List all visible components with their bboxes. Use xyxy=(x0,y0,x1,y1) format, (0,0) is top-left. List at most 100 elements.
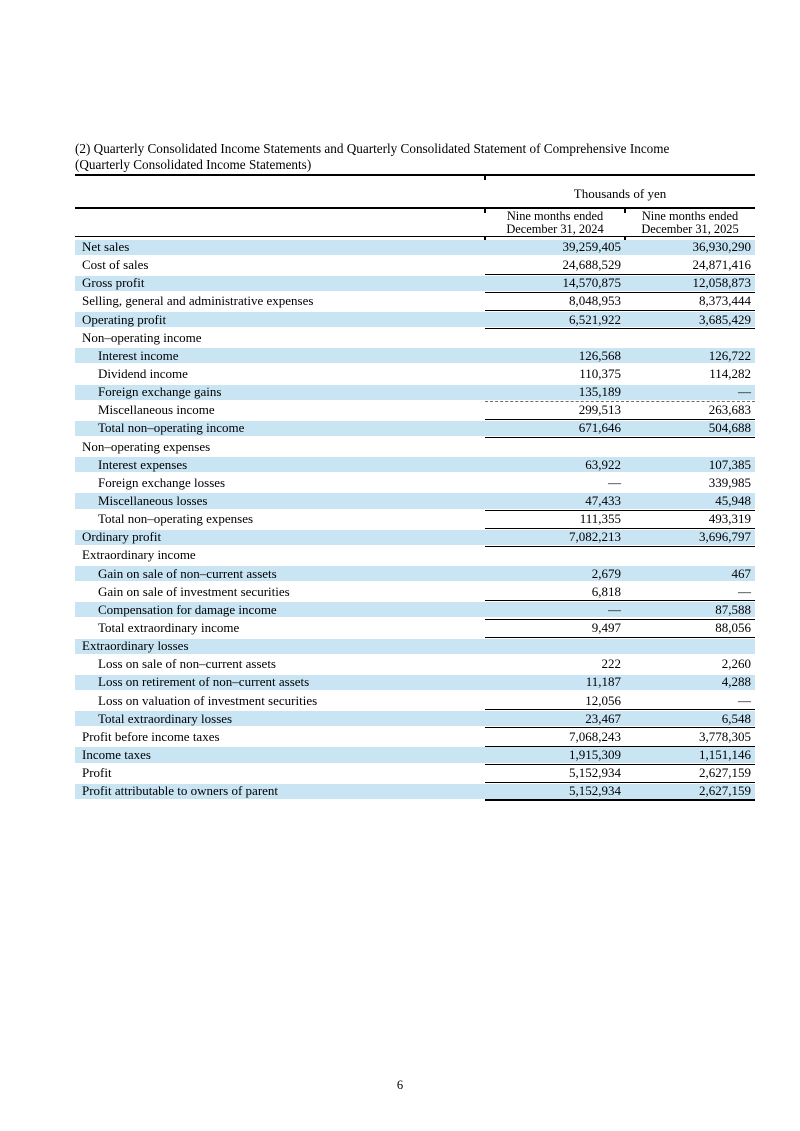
row-label: Foreign exchange gains xyxy=(98,384,222,400)
value-2025: 493,319 xyxy=(708,511,751,527)
column-divider-tick xyxy=(624,208,626,213)
value-2024: 39,259,405 xyxy=(562,239,622,255)
value-2025: 3,778,305 xyxy=(699,728,751,744)
column-header-2025-line1: Nine months ended xyxy=(641,209,739,223)
column-divider-tick xyxy=(484,208,486,213)
value-2024: 2,679 xyxy=(591,565,621,581)
row-label: Profit before income taxes xyxy=(82,728,220,744)
column-header-2024-line1: Nine months ended xyxy=(506,209,604,223)
value-2025: 2,260 xyxy=(721,656,751,672)
table-row: Foreign exchange losses — 339,985 xyxy=(75,474,755,492)
table-row: Operating profit 6,521,922 3,685,429 xyxy=(75,311,755,330)
table-row: Profit attributable to owners of parent … xyxy=(75,782,755,802)
table-row: Profit 5,152,934 2,627,159 xyxy=(75,764,755,783)
value-2025: 1,151,146 xyxy=(699,747,751,762)
value-2025: 2,627,159 xyxy=(699,765,751,781)
table-row: Cost of sales 24,688,529 24,871,416 xyxy=(75,256,755,276)
row-label: Gross profit xyxy=(82,275,145,291)
value-2024: 8,048,953 xyxy=(569,293,621,309)
row-label: Compensation for damage income xyxy=(98,601,277,617)
row-label: Gain on sale of investment securities xyxy=(98,583,290,599)
table-row: Gross profit 14,570,875 12,058,873 xyxy=(75,274,755,294)
row-label: Operating profit xyxy=(82,311,167,327)
table-row: Total extraordinary losses 23,467 6,548 xyxy=(75,710,755,729)
row-label: Ordinary profit xyxy=(82,529,162,545)
value-2024: 110,375 xyxy=(579,366,621,382)
row-label: Income taxes xyxy=(82,747,151,762)
row-label: Total non–operating income xyxy=(98,420,245,436)
value-2025: 467 xyxy=(731,565,752,581)
column-headers: Nine months ended December 31, 2024 Nine… xyxy=(485,210,755,236)
row-label: Foreign exchange losses xyxy=(98,474,226,490)
value-2025: 504,688 xyxy=(708,420,751,436)
value-2025: — xyxy=(738,692,751,708)
value-2025: 87,588 xyxy=(715,601,751,617)
table-row: Loss on sale of non–current assets 222 2… xyxy=(75,655,755,673)
page-number: 6 xyxy=(396,1078,404,1092)
value-2024: 6,521,922 xyxy=(569,311,621,327)
column-divider-tick xyxy=(484,236,486,241)
row-label: Non–operating income xyxy=(82,329,202,345)
value-2025: 12,058,873 xyxy=(692,275,752,291)
table-row: Profit before income taxes 7,068,243 3,7… xyxy=(75,728,755,747)
row-label: Interest expenses xyxy=(98,456,188,472)
document-title-line1: (2) Quarterly Consolidated Income Statem… xyxy=(75,141,670,156)
value-2025: 3,696,797 xyxy=(699,529,751,545)
table-row: Loss on retirement of non–current assets… xyxy=(75,673,755,691)
value-2025: 36,930,290 xyxy=(692,239,752,255)
table-row: Total extraordinary income 9,497 88,056 xyxy=(75,619,755,638)
value-2024: 5,152,934 xyxy=(569,783,621,799)
value-2024: 11,187 xyxy=(585,674,621,690)
value-2025: — xyxy=(738,384,751,400)
table-row: Interest expenses 63,922 107,385 xyxy=(75,456,755,474)
table-row: Loss on valuation of investment securiti… xyxy=(75,692,755,711)
document-title: (2) Quarterly Consolidated Income Statem… xyxy=(75,141,770,172)
value-2024: 222 xyxy=(601,656,622,672)
column-header-2024-line2: December 31, 2024 xyxy=(506,221,604,236)
table-row: Gain on sale of investment securities 6,… xyxy=(75,583,755,602)
value-2025: 107,385 xyxy=(708,456,751,472)
value-2024: 111,355 xyxy=(579,511,621,527)
table-row: Miscellaneous losses 47,433 45,948 xyxy=(75,492,755,511)
row-label: Net sales xyxy=(82,239,130,255)
value-2024: — xyxy=(608,474,621,490)
column-header-top-rule xyxy=(75,207,755,209)
value-2025: 45,948 xyxy=(715,493,751,509)
table-row: Compensation for damage income — 87,588 xyxy=(75,601,755,620)
value-2024: 135,189 xyxy=(578,384,621,400)
column-header-2025-line2: December 31, 2025 xyxy=(641,221,739,236)
value-2025: 6,548 xyxy=(721,710,751,726)
unit-label: Thousands of yen xyxy=(573,186,667,201)
table-row: Dividend income 110,375 114,282 xyxy=(75,365,755,383)
value-2025: 2,627,159 xyxy=(699,783,751,799)
value-2025: 339,985 xyxy=(708,474,751,490)
value-2024: 126,568 xyxy=(578,347,621,363)
value-2025: 8,373,444 xyxy=(699,293,751,309)
income-table-body: Net sales 39,259,405 36,930,290 Cost of … xyxy=(75,238,755,802)
value-2024: — xyxy=(608,601,621,617)
table-row: Interest income 126,568 126,722 xyxy=(75,347,755,365)
value-2024: 7,082,213 xyxy=(569,529,621,545)
row-label: Total extraordinary income xyxy=(98,620,240,636)
value-2024: 7,068,243 xyxy=(569,728,621,744)
value-2025: 3,685,429 xyxy=(699,311,751,327)
row-label: Cost of sales xyxy=(82,257,149,273)
table-top-rule xyxy=(75,174,755,176)
row-label: Total extraordinary losses xyxy=(98,710,233,726)
table-row: Extraordinary losses xyxy=(75,637,755,655)
row-label: Gain on sale of non–current assets xyxy=(98,565,277,581)
value-2024: 299,513 xyxy=(578,402,621,418)
table-row: Foreign exchange gains 135,189 — xyxy=(75,383,755,403)
value-2025: 263,683 xyxy=(708,402,751,418)
table-row: Net sales 39,259,405 36,930,290 xyxy=(75,238,755,256)
table-row: Gain on sale of non–current assets 2,679… xyxy=(75,565,755,583)
row-label: Profit xyxy=(82,765,112,781)
row-label: Loss on sale of non–current assets xyxy=(98,656,276,672)
value-2024: 23,467 xyxy=(585,710,621,726)
value-2025: 4,288 xyxy=(721,674,751,690)
table-row: Total non–operating expenses 111,355 493… xyxy=(75,510,755,529)
row-label: Selling, general and administrative expe… xyxy=(82,293,314,309)
row-label: Extraordinary losses xyxy=(82,638,189,654)
row-label: Dividend income xyxy=(98,366,188,382)
value-2025: 88,056 xyxy=(715,620,751,636)
